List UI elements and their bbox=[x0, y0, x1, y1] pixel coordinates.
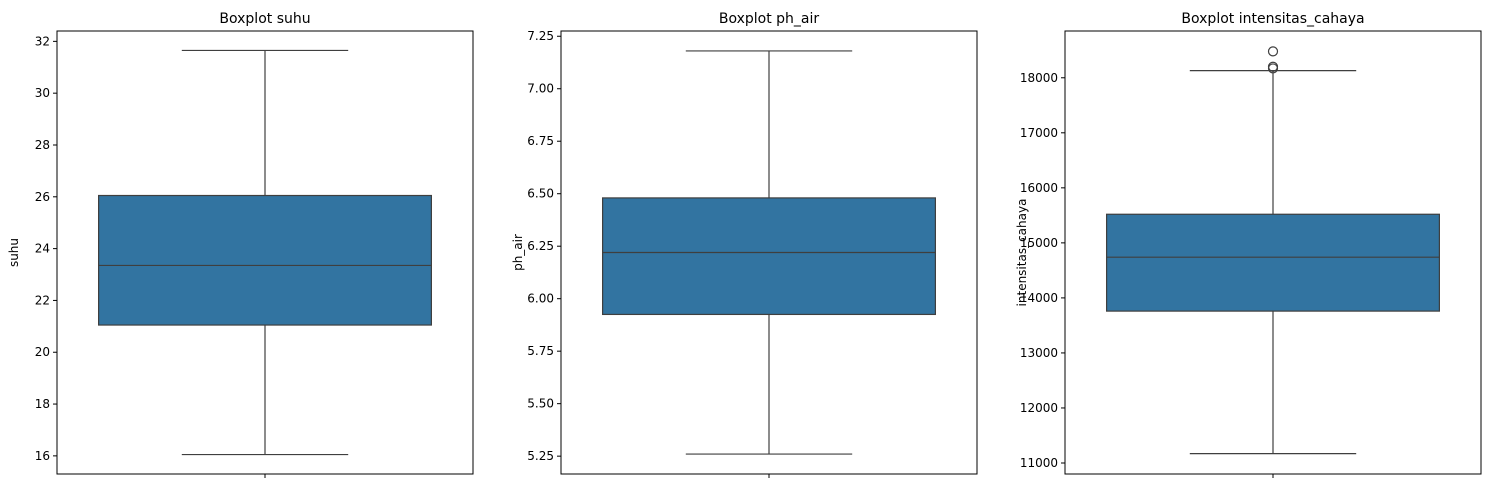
y-tick-label: 20 bbox=[35, 345, 50, 359]
panel-title: Boxplot intensitas_cahaya bbox=[1181, 11, 1364, 27]
y-tick-label: 22 bbox=[35, 293, 50, 307]
y-tick-label: 13000 bbox=[1020, 346, 1058, 360]
y-tick-label: 12000 bbox=[1020, 401, 1058, 415]
iqr-box bbox=[97, 194, 432, 326]
chart-panels: Boxplot suhusuhu161820222426283032Boxplo… bbox=[7, 11, 1482, 478]
y-tick-label: 15000 bbox=[1020, 236, 1058, 250]
y-tick-label: 6.00 bbox=[527, 292, 554, 306]
y-tick-label: 11000 bbox=[1020, 456, 1058, 470]
axes-frame bbox=[560, 30, 978, 475]
y-tick-label: 7.25 bbox=[527, 29, 554, 43]
axes-frame bbox=[56, 30, 474, 475]
y-tick-label: 5.25 bbox=[527, 449, 554, 463]
y-tick-label: 14000 bbox=[1020, 291, 1058, 305]
y-axis-label: ph_air bbox=[511, 234, 525, 271]
y-tick-label: 6.75 bbox=[527, 134, 554, 148]
y-tick-label: 18000 bbox=[1020, 71, 1058, 85]
y-tick-label: 17000 bbox=[1020, 126, 1058, 140]
y-tick-label: 6.25 bbox=[527, 239, 554, 253]
panel-title: Boxplot ph_air bbox=[719, 11, 820, 27]
y-tick-label: 18 bbox=[35, 397, 50, 411]
iqr-box bbox=[601, 197, 936, 316]
y-tick-label: 16000 bbox=[1020, 181, 1058, 195]
panel-1: Boxplot suhu suhu 16 18 20 22 24 26 28 30 32 bbox=[7, 11, 474, 478]
panel-3: Boxplot intensitas_cahaya intensitas_caha… bbox=[1015, 11, 1482, 478]
y-tick-label: 28 bbox=[35, 138, 50, 152]
outlier-point bbox=[1267, 46, 1279, 57]
y-tick-label: 30 bbox=[35, 86, 50, 100]
panel-2: Boxplot ph_air ph_air 5.25 5.50 5.75 6.00 6.25… bbox=[511, 11, 978, 478]
y-tick-label: 7.00 bbox=[527, 82, 554, 96]
y-axis-label: suhu bbox=[7, 238, 21, 267]
y-tick-label: 26 bbox=[35, 190, 50, 204]
y-tick-label: 6.50 bbox=[527, 187, 554, 201]
y-tick-label: 5.75 bbox=[527, 344, 554, 358]
y-tick-label: 32 bbox=[35, 34, 50, 48]
y-tick-label: 5.50 bbox=[527, 397, 554, 411]
iqr-box bbox=[1105, 213, 1440, 312]
outlier-point bbox=[1267, 61, 1279, 72]
y-tick-label: 16 bbox=[35, 449, 50, 463]
y-tick-label: 24 bbox=[35, 242, 50, 256]
y-axis-label: intensitas_cahaya bbox=[1015, 199, 1029, 307]
panel-title: Boxplot suhu bbox=[219, 11, 310, 27]
axes-frame bbox=[1064, 30, 1482, 475]
